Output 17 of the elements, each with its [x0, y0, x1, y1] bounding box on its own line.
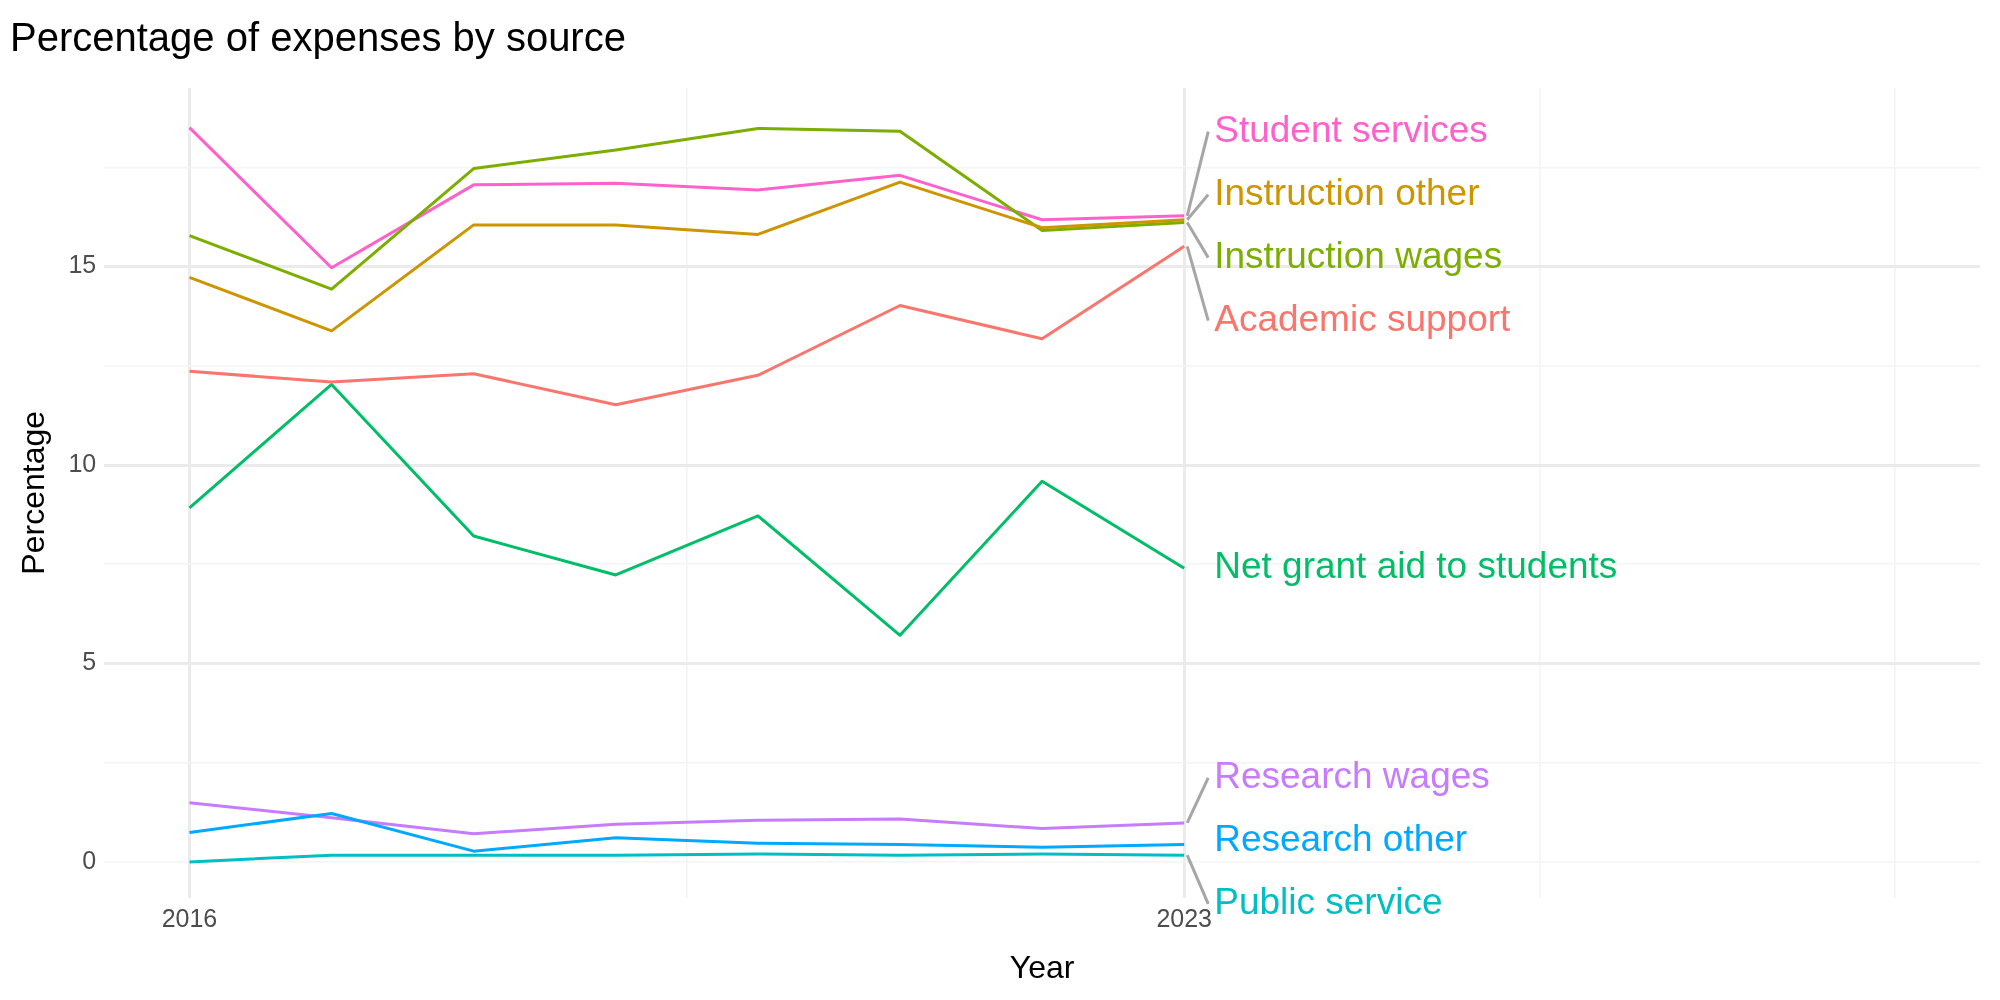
series-label: Research wages [1214, 755, 1490, 797]
x-tick-label: 2023 [1156, 904, 1213, 933]
series-label: Instruction wages [1214, 234, 1503, 276]
series-label: Research other [1214, 818, 1468, 860]
y-tick-label: 10 [68, 448, 97, 477]
y-axis-title: Percentage [15, 410, 52, 575]
series-label: Net grant aid to students [1214, 545, 1618, 587]
series-label: Academic support [1214, 297, 1512, 339]
series-label: Student services [1214, 108, 1488, 150]
y-tick-label: 5 [82, 647, 97, 676]
x-tick-label: 2016 [161, 904, 218, 933]
x-axis-title: Year [1009, 948, 1075, 985]
series-label: Public service [1214, 881, 1443, 923]
y-tick-label: 0 [82, 845, 97, 874]
series-label: Instruction other [1214, 171, 1480, 213]
chart-title: Percentage of expenses by source [10, 15, 626, 60]
y-tick-label: 15 [68, 250, 97, 279]
